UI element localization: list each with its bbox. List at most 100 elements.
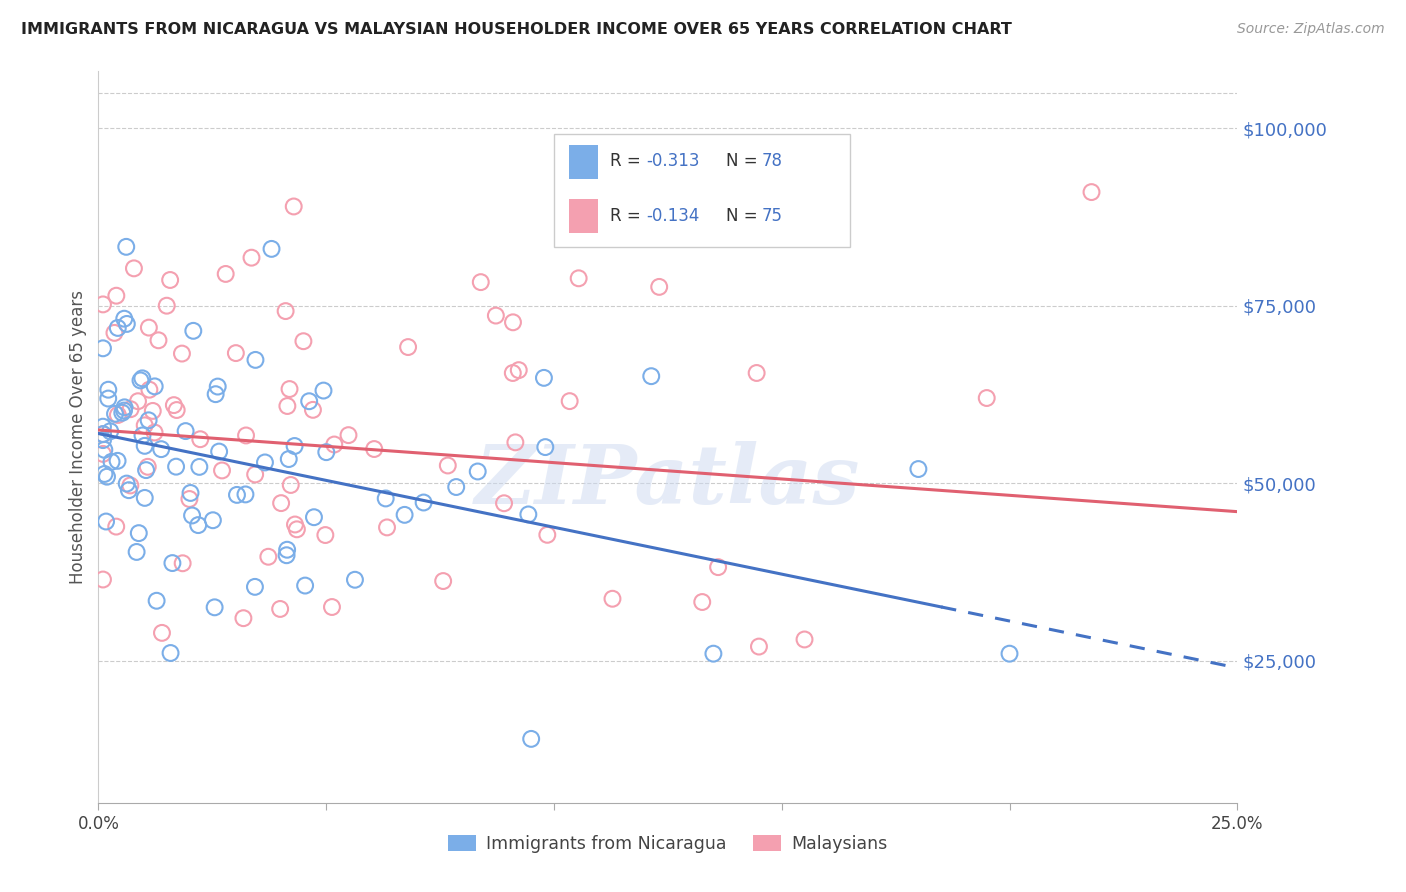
Immigrants from Nicaragua: [208, 444, 231, 458]
Immigrants from Nicaragua: [343, 573, 366, 587]
Malaysians: [602, 591, 624, 606]
Malaysians: [502, 366, 524, 380]
Immigrants from Nicaragua: [277, 452, 299, 467]
Malaysians: [485, 309, 508, 323]
Malaysians: [105, 289, 128, 303]
Malaysians: [284, 517, 307, 532]
Immigrants from Nicaragua: [91, 427, 114, 442]
Immigrants from Nicaragua: [702, 647, 724, 661]
Immigrants from Nicaragua: [131, 371, 153, 385]
Immigrants from Nicaragua: [100, 455, 122, 469]
Immigrants from Nicaragua: [135, 463, 157, 477]
Text: Source: ZipAtlas.com: Source: ZipAtlas.com: [1237, 22, 1385, 37]
Immigrants from Nicaragua: [165, 459, 187, 474]
Malaysians: [105, 519, 128, 533]
Malaysians: [166, 403, 188, 417]
Immigrants from Nicaragua: [112, 311, 135, 326]
Malaysians: [558, 394, 581, 409]
Malaysians: [302, 402, 325, 417]
Malaysians: [690, 595, 713, 609]
Malaysians: [274, 304, 297, 318]
Immigrants from Nicaragua: [159, 646, 181, 660]
Malaysians: [976, 391, 998, 405]
Malaysians: [211, 463, 233, 477]
Immigrants from Nicaragua: [204, 600, 226, 615]
Malaysians: [122, 261, 145, 276]
Malaysians: [276, 399, 298, 413]
Immigrants from Nicaragua: [111, 406, 134, 420]
Immigrants from Nicaragua: [260, 242, 283, 256]
Immigrants from Nicaragua: [534, 440, 557, 454]
Malaysians: [323, 437, 346, 451]
Malaysians: [235, 428, 257, 442]
Immigrants from Nicaragua: [114, 401, 136, 415]
Malaysians: [536, 528, 558, 542]
Text: ZIPatlas: ZIPatlas: [475, 441, 860, 521]
Immigrants from Nicaragua: [298, 394, 321, 409]
Malaysians: [748, 640, 770, 654]
Malaysians: [91, 427, 114, 442]
Immigrants from Nicaragua: [467, 465, 489, 479]
Immigrants from Nicaragua: [188, 459, 211, 474]
Malaysians: [150, 625, 173, 640]
Malaysians: [188, 432, 211, 446]
Malaysians: [143, 425, 166, 440]
Malaysians: [278, 382, 301, 396]
Immigrants from Nicaragua: [143, 379, 166, 393]
Immigrants from Nicaragua: [112, 403, 135, 417]
Immigrants from Nicaragua: [162, 556, 184, 570]
Malaysians: [502, 315, 524, 329]
Malaysians: [270, 496, 292, 510]
Immigrants from Nicaragua: [138, 413, 160, 427]
Immigrants from Nicaragua: [276, 542, 298, 557]
Malaysians: [337, 428, 360, 442]
Immigrants from Nicaragua: [107, 321, 129, 335]
Immigrants from Nicaragua: [294, 578, 316, 592]
Immigrants from Nicaragua: [134, 439, 156, 453]
Immigrants from Nicaragua: [150, 442, 173, 457]
Immigrants from Nicaragua: [517, 508, 540, 522]
Malaysians: [321, 600, 343, 615]
Malaysians: [280, 478, 302, 492]
Malaysians: [436, 458, 458, 473]
Immigrants from Nicaragua: [374, 491, 396, 506]
Immigrants from Nicaragua: [187, 518, 209, 533]
Immigrants from Nicaragua: [315, 445, 337, 459]
Immigrants from Nicaragua: [128, 526, 150, 541]
Immigrants from Nicaragua: [129, 373, 152, 387]
Immigrants from Nicaragua: [412, 495, 434, 509]
Immigrants from Nicaragua: [312, 384, 335, 398]
Immigrants from Nicaragua: [91, 419, 114, 434]
Immigrants from Nicaragua: [243, 580, 266, 594]
Malaysians: [314, 528, 336, 542]
Immigrants from Nicaragua: [94, 515, 117, 529]
Immigrants from Nicaragua: [98, 424, 121, 438]
Immigrants from Nicaragua: [394, 508, 416, 522]
Immigrants from Nicaragua: [91, 433, 114, 447]
Immigrants from Nicaragua: [181, 324, 204, 338]
Malaysians: [243, 467, 266, 482]
Immigrants from Nicaragua: [107, 454, 129, 468]
Immigrants from Nicaragua: [118, 483, 141, 498]
Malaysians: [148, 333, 170, 347]
Malaysians: [707, 560, 730, 574]
Malaysians: [103, 326, 125, 340]
Malaysians: [745, 366, 768, 380]
Immigrants from Nicaragua: [91, 341, 114, 355]
Immigrants from Nicaragua: [998, 647, 1021, 661]
Immigrants from Nicaragua: [115, 317, 138, 331]
Malaysians: [107, 408, 129, 422]
Malaysians: [240, 251, 263, 265]
Malaysians: [91, 573, 114, 587]
Malaysians: [396, 340, 419, 354]
Malaysians: [257, 549, 280, 564]
Malaysians: [432, 574, 454, 588]
Immigrants from Nicaragua: [97, 383, 120, 397]
Immigrants from Nicaragua: [533, 371, 555, 385]
Immigrants from Nicaragua: [180, 486, 202, 500]
Malaysians: [163, 398, 186, 412]
Malaysians: [138, 383, 160, 397]
Malaysians: [91, 297, 114, 311]
Malaysians: [375, 520, 398, 534]
Immigrants from Nicaragua: [174, 424, 197, 438]
